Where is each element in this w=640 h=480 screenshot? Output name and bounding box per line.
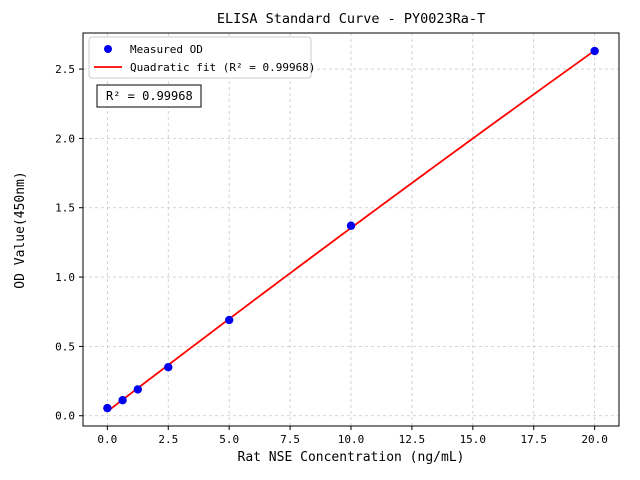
r-squared-annotation-box [96, 84, 202, 108]
x-tick-label: 5.0 [219, 433, 239, 446]
data-point [346, 221, 356, 230]
y-tick-label: 0.5 [55, 340, 75, 353]
chart-title: ELISA Standard Curve - PY0023Ra-T [217, 11, 485, 27]
data-point [133, 385, 143, 394]
y-tick-label: 2.0 [55, 132, 75, 145]
y-tick-label: 2.5 [55, 63, 75, 76]
legend: Measured OD Quadratic fit (R² = 0.99968) [88, 36, 315, 79]
y-axis-label: OD Value(450nm) [13, 171, 28, 288]
y-tick-label: 1.0 [55, 271, 75, 284]
x-tick-label: 17.5 [520, 433, 547, 446]
legend-box [88, 36, 312, 79]
x-tick-label: 15.0 [460, 433, 487, 446]
x-tick-label: 7.5 [280, 433, 300, 446]
grid-layer [83, 33, 619, 426]
plot-border [82, 32, 620, 427]
data-point [224, 315, 234, 325]
legend-label-quadratic-fit: Quadratic fit (R² = 0.99968) [130, 61, 315, 74]
r-squared-annotation: R² = 0.99968 [96, 84, 202, 108]
x-tick-label: 12.5 [399, 433, 426, 446]
x-tick-label: 10.0 [338, 433, 365, 446]
x-axis-label: Rat NSE Concentration (ng/mL) [238, 450, 465, 465]
data-point [103, 403, 112, 413]
data-point [164, 363, 173, 372]
data-point [118, 396, 127, 405]
legend-marker-measured-od-icon [104, 45, 112, 53]
legend-label-measured-od: Measured OD [130, 43, 203, 56]
y-tick-label: 0.0 [55, 410, 75, 423]
x-tick-label: 0.0 [97, 433, 117, 446]
x-tick-label: 2.5 [158, 433, 178, 446]
x-tick-label: 20.0 [581, 433, 608, 446]
tick-layer: 0.0 2.5 5.0 7.5 10.0 12.5 15.0 17.5 20.0 0.0 0.5 1.… [55, 63, 608, 446]
data-layer [103, 46, 599, 413]
data-point [590, 46, 599, 56]
y-tick-label: 1.5 [55, 202, 75, 215]
r-squared-annotation-text: R² = 0.99968 [106, 89, 193, 103]
